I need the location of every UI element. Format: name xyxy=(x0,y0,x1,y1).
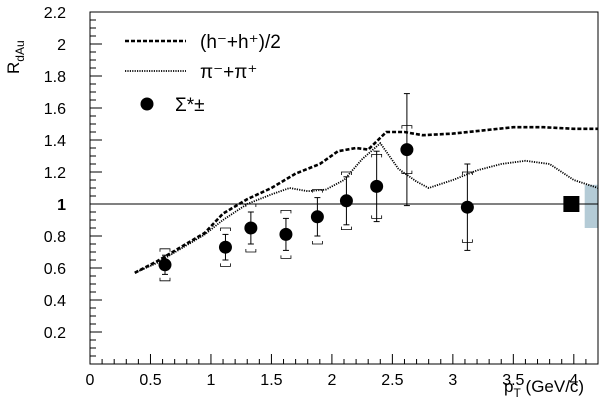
sys-error-bracket xyxy=(311,189,323,193)
sigma-star-marker xyxy=(460,200,474,214)
sys-error-bracket xyxy=(159,277,171,282)
sys-error-bracket xyxy=(220,263,231,267)
x-tick-label: 1 xyxy=(206,372,215,389)
x-axis-title-main: p xyxy=(504,377,513,396)
x-tick-label: 2 xyxy=(327,372,336,389)
data-point-group xyxy=(218,227,232,267)
sys-error-bracket xyxy=(341,226,352,230)
data-points xyxy=(158,93,580,282)
sys-error-bracket xyxy=(311,241,323,245)
legend-label: Σ*± xyxy=(175,95,205,116)
sys-error-bracket xyxy=(280,255,292,259)
sys-error-bracket xyxy=(245,203,257,207)
data-point-group xyxy=(370,150,384,223)
sys-error-bracket xyxy=(341,171,352,175)
x-tick-label: 3 xyxy=(448,372,457,389)
sigma-star-marker xyxy=(339,194,353,208)
sigma-star-marker xyxy=(244,221,258,235)
sys-error-bracket xyxy=(461,171,473,175)
sys-error-bracket xyxy=(371,154,383,158)
sys-error-bracket xyxy=(220,227,231,231)
sys-error-bracket xyxy=(371,215,383,219)
sys-error-bracket xyxy=(159,248,171,252)
data-point-group xyxy=(310,189,324,245)
y-tick-label: 1.6 xyxy=(44,101,66,118)
sigma-star-marker xyxy=(218,240,232,254)
sys-error-bracket xyxy=(245,249,257,253)
y-tick-label: 1.2 xyxy=(44,165,66,182)
x-tick-label: 0 xyxy=(86,372,95,389)
sigma-star-marker xyxy=(158,258,172,272)
x-tick-label: 0.5 xyxy=(139,372,161,389)
sigma-star-marker xyxy=(370,179,384,193)
y-tick-label: 2.2 xyxy=(44,5,66,22)
sigma-star-marker xyxy=(400,143,414,157)
y-tick-label: 0.2 xyxy=(44,325,66,342)
x-axis: 0 0.5 1 1.5 2 2.5 3 3.5 4 xyxy=(86,354,599,389)
data-point-group xyxy=(339,171,353,230)
x-axis-title-unit: (GeV/c) xyxy=(521,377,584,396)
normalization-square-marker xyxy=(563,196,580,212)
x-tick-label: 4 xyxy=(569,372,578,389)
x-tick-label: 1.5 xyxy=(260,372,282,389)
y-tick-label: 1.4 xyxy=(44,133,66,150)
data-point-group xyxy=(279,210,293,259)
legend-label: π⁻+π⁺ xyxy=(200,62,257,83)
y-axis-title-main: R xyxy=(4,62,23,74)
series-curves xyxy=(134,125,599,274)
y-axis: 0.2 0.4 0.6 0.8 1 1.2 1.4 1.6 1.8 2 2.2 xyxy=(44,5,102,357)
legend-label: (h⁻+h⁺)/2 xyxy=(200,32,281,53)
y-tick-label: 0.8 xyxy=(44,229,66,246)
sys-error-bracket xyxy=(401,170,413,174)
x-tick-label: 3.5 xyxy=(502,372,524,389)
y-tick-label: 2 xyxy=(57,37,66,54)
sigma-star-marker xyxy=(279,227,293,241)
systematic-band xyxy=(584,184,598,228)
y-tick-label: 1 xyxy=(57,197,66,214)
sys-error-bracket xyxy=(401,125,413,129)
x-axis-title: pT (GeV/c) xyxy=(504,377,584,400)
y-tick-label: 1.8 xyxy=(44,69,66,86)
data-point-group xyxy=(400,93,414,207)
sys-error-bracket xyxy=(280,210,292,214)
y-axis-title-subscript: dAu xyxy=(13,40,27,61)
sys-error-bracket xyxy=(461,239,473,243)
x-tick-label: 2.5 xyxy=(381,372,403,389)
legend: (h⁻+h⁺)/2 π⁻+π⁺ Σ*± xyxy=(125,32,281,116)
legend-marker-sample xyxy=(140,97,154,111)
data-point-group xyxy=(460,163,474,251)
y-tick-label: 0.6 xyxy=(44,261,66,278)
systematic-error-box xyxy=(584,184,598,228)
series-line-charged-hadrons xyxy=(134,125,598,274)
sigma-star-marker xyxy=(310,210,324,224)
y-axis-title: RdAu xyxy=(4,40,27,74)
data-point-group xyxy=(244,203,258,253)
data-point-group xyxy=(158,248,172,282)
series-line-pions xyxy=(134,141,599,274)
y-tick-label: 0.4 xyxy=(44,293,66,310)
x-axis-title-subscript: T xyxy=(513,386,521,400)
